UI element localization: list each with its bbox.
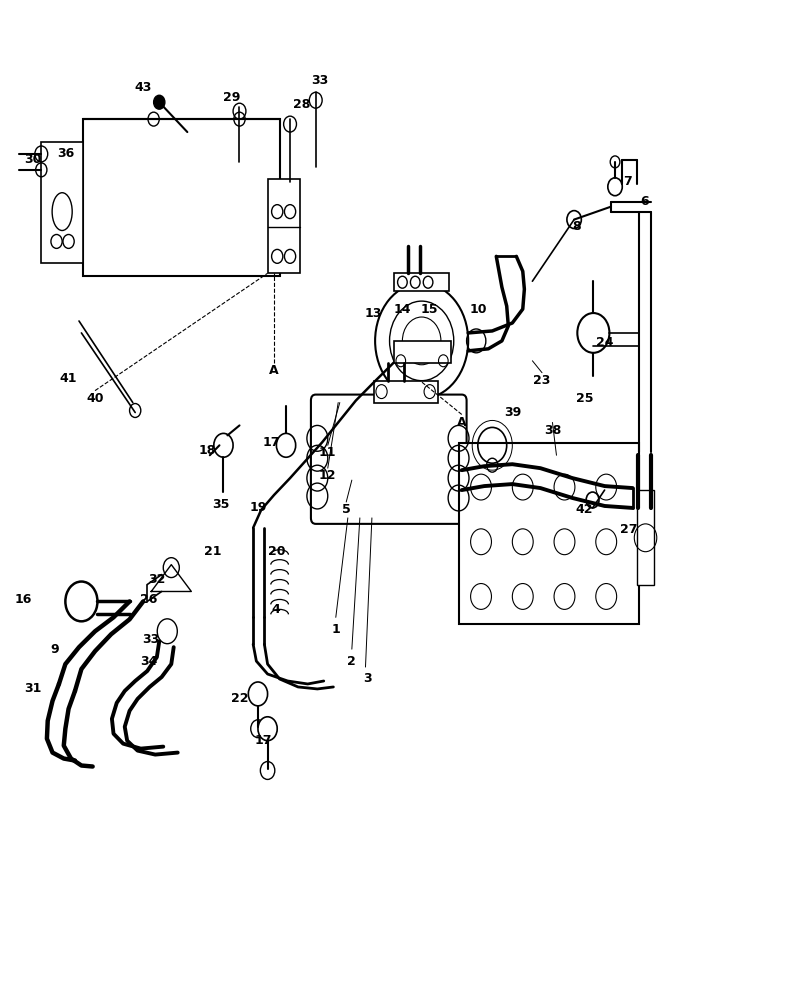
Text: 34: 34 (140, 655, 158, 668)
Bar (41, 142, 83, 263)
Bar (267, 179, 300, 273)
Text: 3: 3 (364, 672, 372, 686)
Text: 30: 30 (24, 153, 42, 166)
Circle shape (258, 717, 277, 741)
Text: 18: 18 (199, 444, 216, 457)
Circle shape (214, 433, 233, 457)
Text: 33: 33 (311, 74, 328, 87)
Text: 41: 41 (60, 372, 78, 385)
Text: 8: 8 (572, 220, 581, 233)
Text: 33: 33 (142, 633, 160, 646)
Text: 24: 24 (595, 336, 613, 349)
Text: 4: 4 (271, 603, 280, 616)
Text: 40: 40 (86, 392, 103, 405)
Text: 31: 31 (24, 682, 42, 695)
Text: 6: 6 (641, 195, 649, 208)
Text: 29: 29 (223, 91, 240, 104)
Text: A: A (457, 416, 466, 429)
Text: 28: 28 (292, 98, 310, 111)
Bar (393, 341, 452, 363)
Bar (83, 119, 280, 276)
Text: 14: 14 (393, 303, 411, 316)
Text: 43: 43 (134, 81, 152, 94)
Text: 39: 39 (503, 406, 521, 419)
Text: 15: 15 (421, 303, 439, 316)
Bar (394, 273, 449, 291)
Text: 38: 38 (544, 424, 561, 437)
Text: 22: 22 (231, 692, 248, 705)
Text: 21: 21 (204, 545, 221, 558)
Circle shape (248, 682, 267, 706)
Text: 25: 25 (576, 392, 593, 405)
Bar (459, 443, 639, 624)
Text: 42: 42 (576, 503, 593, 516)
Text: 19: 19 (249, 501, 267, 514)
Text: 36: 36 (57, 147, 74, 160)
Text: 11: 11 (319, 446, 336, 459)
Text: 26: 26 (140, 593, 158, 606)
Text: 35: 35 (213, 498, 229, 511)
Text: 17: 17 (255, 734, 272, 747)
Text: 20: 20 (268, 545, 286, 558)
Text: 27: 27 (620, 523, 638, 536)
Circle shape (608, 178, 622, 196)
Text: 2: 2 (347, 655, 356, 668)
Text: 10: 10 (469, 303, 486, 316)
Text: 16: 16 (15, 593, 32, 606)
Circle shape (154, 95, 165, 109)
Bar (637, 490, 654, 585)
Text: 13: 13 (365, 307, 382, 320)
Circle shape (567, 211, 581, 229)
Bar (373, 381, 438, 403)
Text: 7: 7 (623, 175, 632, 188)
Text: 9: 9 (51, 643, 59, 656)
Text: 23: 23 (533, 374, 551, 387)
Circle shape (276, 433, 296, 457)
Text: A: A (269, 364, 279, 377)
Text: 5: 5 (342, 503, 351, 516)
Text: 32: 32 (148, 573, 166, 586)
Ellipse shape (53, 193, 72, 231)
FancyBboxPatch shape (311, 395, 466, 524)
Text: 12: 12 (319, 469, 336, 482)
Text: 1: 1 (331, 623, 340, 636)
Text: 17: 17 (263, 436, 280, 449)
